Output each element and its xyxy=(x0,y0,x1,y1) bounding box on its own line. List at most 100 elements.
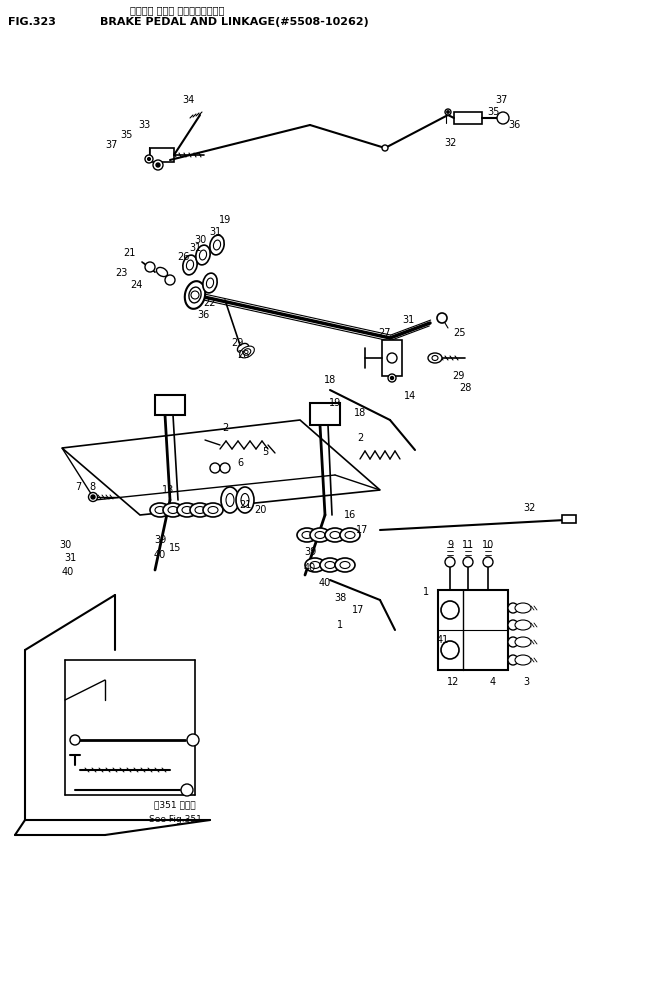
Text: 11: 11 xyxy=(462,540,474,550)
Circle shape xyxy=(508,620,518,630)
Text: 30: 30 xyxy=(59,540,71,550)
Text: See Fig.351: See Fig.351 xyxy=(149,816,201,825)
Circle shape xyxy=(145,155,153,163)
Ellipse shape xyxy=(185,281,205,309)
Ellipse shape xyxy=(226,494,234,506)
Circle shape xyxy=(388,374,396,382)
Text: 16: 16 xyxy=(344,510,356,520)
Text: 40: 40 xyxy=(304,563,316,573)
Text: 25: 25 xyxy=(454,328,466,338)
Ellipse shape xyxy=(432,356,438,361)
Ellipse shape xyxy=(325,562,335,569)
Ellipse shape xyxy=(199,250,206,260)
Bar xyxy=(150,148,174,162)
Ellipse shape xyxy=(237,344,248,353)
Text: 26: 26 xyxy=(177,252,189,262)
Circle shape xyxy=(165,275,175,285)
Text: 37: 37 xyxy=(105,140,117,150)
Text: ブレーキ ペダル およびリンケージ: ブレーキ ペダル およびリンケージ xyxy=(130,5,225,15)
Circle shape xyxy=(445,557,455,567)
Circle shape xyxy=(91,495,95,499)
Text: 4: 4 xyxy=(490,677,496,687)
Ellipse shape xyxy=(168,506,178,513)
Ellipse shape xyxy=(214,240,221,250)
Text: 5: 5 xyxy=(262,447,268,457)
Ellipse shape xyxy=(189,287,201,303)
Circle shape xyxy=(89,493,98,501)
Circle shape xyxy=(156,163,160,167)
Ellipse shape xyxy=(310,528,330,542)
Text: 3: 3 xyxy=(523,677,529,687)
Text: 31: 31 xyxy=(209,227,221,237)
Ellipse shape xyxy=(182,506,192,513)
Text: 40: 40 xyxy=(154,550,166,560)
Text: 21: 21 xyxy=(123,248,135,258)
Circle shape xyxy=(508,637,518,647)
Bar xyxy=(562,515,576,523)
Text: 17: 17 xyxy=(352,605,364,615)
Text: 2: 2 xyxy=(222,423,228,433)
Text: 19: 19 xyxy=(219,215,231,225)
Text: 22: 22 xyxy=(204,298,216,308)
Circle shape xyxy=(70,735,80,745)
Circle shape xyxy=(153,160,163,170)
Ellipse shape xyxy=(196,245,210,265)
Ellipse shape xyxy=(163,503,183,517)
Ellipse shape xyxy=(150,503,170,517)
Circle shape xyxy=(445,109,451,115)
Ellipse shape xyxy=(236,487,254,513)
Bar xyxy=(438,590,508,670)
Ellipse shape xyxy=(515,603,531,613)
Text: FIG.323: FIG.323 xyxy=(8,17,56,27)
Ellipse shape xyxy=(221,487,239,513)
Text: 20: 20 xyxy=(254,505,266,515)
Text: 12: 12 xyxy=(447,677,459,687)
Text: 38: 38 xyxy=(334,593,346,603)
Text: 32: 32 xyxy=(524,503,536,513)
Text: 17: 17 xyxy=(356,525,368,535)
Text: 39: 39 xyxy=(304,547,316,557)
Circle shape xyxy=(148,158,151,161)
Text: 15: 15 xyxy=(169,543,181,553)
Ellipse shape xyxy=(243,349,251,356)
Text: 31: 31 xyxy=(402,315,414,325)
Text: 41: 41 xyxy=(437,635,449,645)
Circle shape xyxy=(483,557,493,567)
Ellipse shape xyxy=(310,562,320,569)
Text: 29: 29 xyxy=(231,338,243,348)
Circle shape xyxy=(447,111,449,113)
Circle shape xyxy=(187,734,199,746)
Ellipse shape xyxy=(335,558,355,572)
Ellipse shape xyxy=(340,528,360,542)
Ellipse shape xyxy=(325,528,345,542)
Text: 1: 1 xyxy=(423,587,429,597)
Bar xyxy=(155,395,185,415)
Text: 35: 35 xyxy=(120,130,133,140)
Ellipse shape xyxy=(208,506,218,513)
Ellipse shape xyxy=(183,255,197,275)
Text: 13: 13 xyxy=(162,485,174,495)
Circle shape xyxy=(382,145,388,151)
Ellipse shape xyxy=(515,620,531,630)
Text: 9: 9 xyxy=(447,540,453,550)
Ellipse shape xyxy=(320,558,340,572)
Text: 36: 36 xyxy=(197,310,209,320)
Text: 33: 33 xyxy=(138,120,150,130)
Text: 36: 36 xyxy=(508,120,520,130)
Ellipse shape xyxy=(345,531,355,538)
Text: 第351 図参照: 第351 図参照 xyxy=(154,801,196,810)
Circle shape xyxy=(441,601,459,619)
Text: 32: 32 xyxy=(444,138,457,148)
Text: 28: 28 xyxy=(237,350,249,360)
Bar xyxy=(310,403,340,425)
Circle shape xyxy=(497,112,509,124)
Bar xyxy=(454,112,482,124)
Circle shape xyxy=(391,377,393,380)
Ellipse shape xyxy=(305,558,325,572)
Circle shape xyxy=(508,603,518,613)
Text: 31: 31 xyxy=(189,243,201,253)
Ellipse shape xyxy=(206,278,214,288)
Bar xyxy=(382,340,402,376)
Text: 7: 7 xyxy=(75,482,81,492)
Ellipse shape xyxy=(195,506,205,513)
